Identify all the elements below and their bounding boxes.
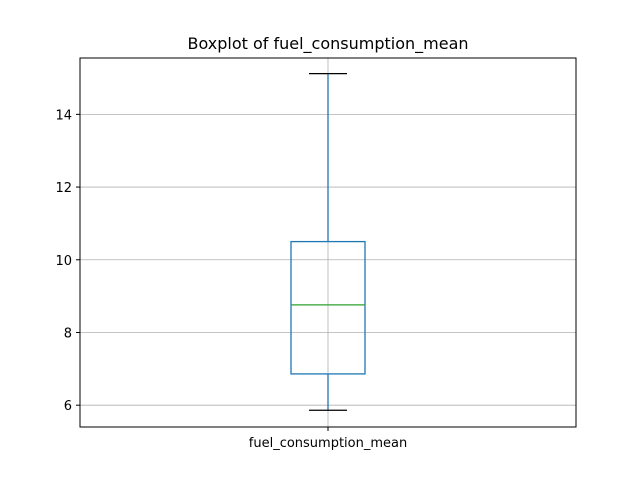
y-tick-label: 10 (55, 254, 72, 269)
tick-layer: 6 8 10 12 14 fuel_consumption_mean (55, 108, 407, 451)
x-tick-label: fuel_consumption_mean (249, 436, 407, 451)
y-tick-label: 8 (64, 326, 72, 341)
chart-title: Boxplot of fuel_consumption_mean (187, 34, 468, 54)
box-layer (290, 72, 366, 411)
y-tick-label: 14 (55, 108, 72, 123)
y-tick-label: 12 (55, 181, 72, 196)
iqr-box (290, 240, 366, 375)
y-tick-label: 6 (64, 399, 72, 414)
